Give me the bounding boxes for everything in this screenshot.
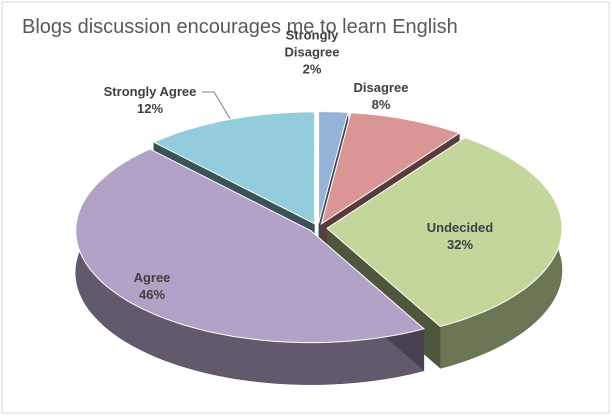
label-text: Agree bbox=[133, 270, 171, 285]
slice bbox=[75, 148, 425, 344]
label-text: Disagree bbox=[353, 80, 409, 95]
data-label: Disagree 8% bbox=[341, 79, 421, 113]
slice bbox=[326, 137, 563, 327]
label-text: Undecided bbox=[426, 220, 494, 235]
label-text: 46% bbox=[138, 287, 166, 302]
data-label: Undecided 32% bbox=[415, 219, 505, 253]
label-text: Strongly Agree bbox=[103, 84, 197, 99]
label-text: Strongly Disagree bbox=[284, 27, 340, 60]
label-text: 12% bbox=[136, 101, 164, 116]
leader-line bbox=[202, 91, 233, 123]
label-text: 8% bbox=[371, 97, 391, 112]
slice bbox=[152, 111, 316, 225]
slice bbox=[318, 110, 349, 224]
slice bbox=[320, 112, 461, 225]
data-label: Strongly Agree 12% bbox=[90, 83, 210, 117]
data-label: Agree 46% bbox=[112, 269, 192, 303]
chart-title: Blogs discussion encourages me to learn … bbox=[22, 16, 458, 38]
label-text: 2% bbox=[302, 61, 322, 77]
data-label: Strongly Disagree 2% bbox=[276, 27, 348, 78]
label-text: 32% bbox=[446, 237, 474, 252]
